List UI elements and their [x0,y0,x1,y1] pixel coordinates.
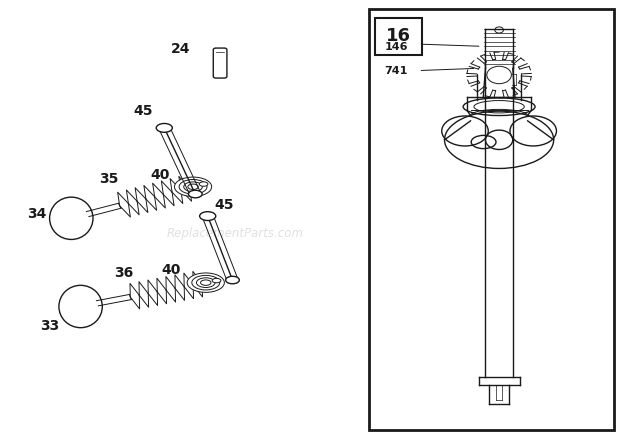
Ellipse shape [187,273,224,292]
Ellipse shape [50,197,93,239]
Ellipse shape [212,278,221,283]
Ellipse shape [199,182,208,186]
Text: 146: 146 [384,42,408,52]
Ellipse shape [179,179,207,194]
Text: 33: 33 [40,319,60,333]
Ellipse shape [192,275,219,290]
FancyBboxPatch shape [369,9,614,430]
Ellipse shape [226,276,239,284]
Text: 45: 45 [214,198,233,213]
Text: 35: 35 [99,172,118,186]
Ellipse shape [156,123,172,132]
Ellipse shape [200,212,216,220]
FancyBboxPatch shape [375,18,422,55]
Ellipse shape [59,285,102,328]
Ellipse shape [200,280,211,285]
Text: 34: 34 [27,207,47,221]
Ellipse shape [188,190,202,198]
Text: 40: 40 [161,263,181,277]
Text: 24: 24 [171,41,190,56]
Text: 741: 741 [384,66,408,75]
Ellipse shape [174,177,211,197]
Text: 45: 45 [133,104,153,118]
Ellipse shape [184,182,202,192]
Text: 40: 40 [150,168,169,182]
Text: 16: 16 [386,27,411,45]
Ellipse shape [188,184,198,190]
Text: ReplacementParts.com: ReplacementParts.com [167,227,304,240]
FancyBboxPatch shape [213,48,227,78]
Ellipse shape [197,278,215,288]
Text: 36: 36 [114,266,134,280]
